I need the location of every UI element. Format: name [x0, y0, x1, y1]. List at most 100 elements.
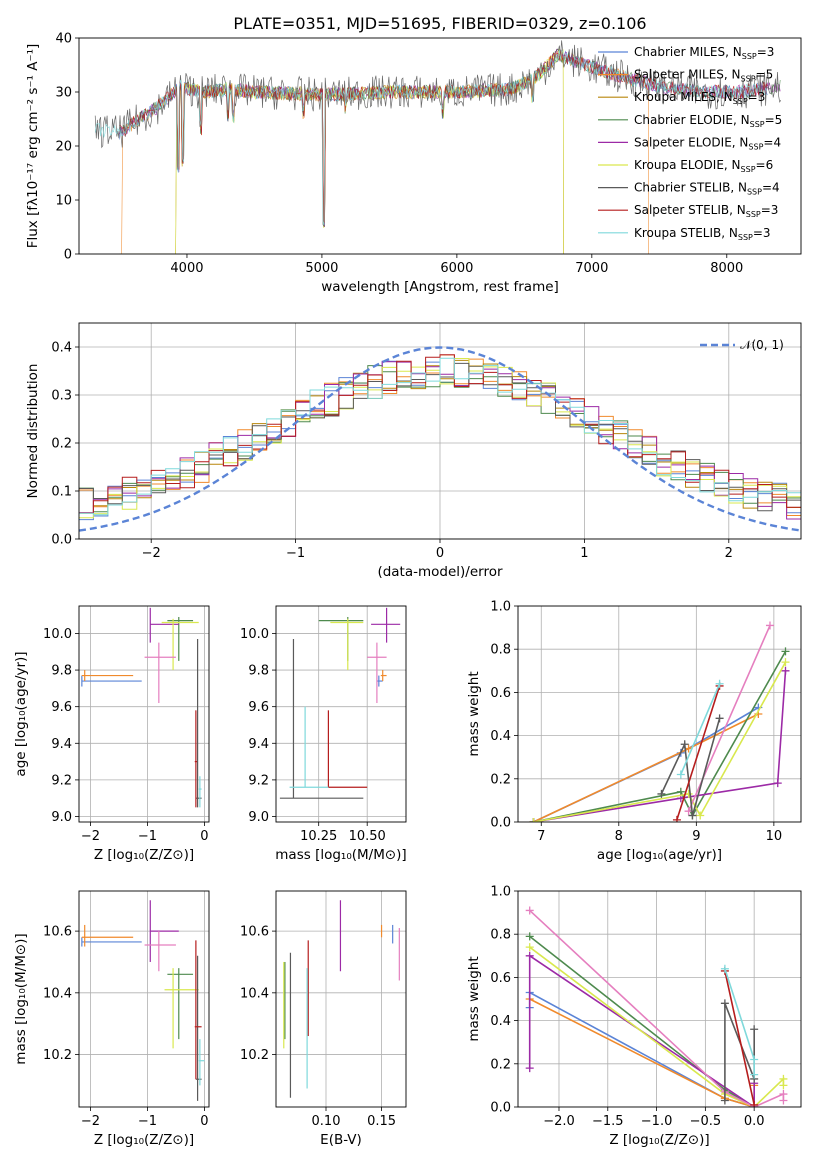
y-tick-label: 10.0	[43, 627, 72, 642]
y-axis-label: mass weight	[466, 671, 482, 756]
weight-point	[680, 740, 689, 749]
y-tick-label: 9.0	[248, 810, 269, 825]
y-tick-label: 0.2	[51, 437, 72, 452]
x-tick-label: 10	[766, 829, 783, 844]
y-tick-label: 0.1	[51, 485, 72, 500]
weight-line	[680, 683, 721, 775]
weight-point	[525, 951, 534, 960]
x-tick-label: −1	[286, 546, 305, 561]
weight-point	[720, 964, 729, 973]
x-tick-label: 10.25	[300, 829, 337, 844]
errorbar-point	[81, 937, 142, 947]
weight-point	[525, 943, 534, 952]
errorbar-point	[318, 616, 364, 661]
y-axis-label-group: age [log₁₀(age/yr)]	[13, 651, 29, 776]
errorbar-point	[81, 924, 134, 947]
weight-line	[660, 718, 721, 816]
x-axis-label: wavelength [Angstrom, rest frame]	[321, 279, 559, 295]
x-axis-label: Z [log₁₀(Z/Z⊙)]	[609, 1132, 709, 1148]
y-tick-label: 9.6	[51, 700, 72, 715]
y-axis-label-group: Normed distribution	[25, 364, 41, 499]
y-tick-label: 10.6	[43, 925, 72, 940]
errorbar-point	[149, 607, 179, 643]
axes-frame	[78, 605, 210, 823]
weight-point	[765, 621, 774, 630]
legend-entry: Salpeter STELIB, NSSP=3	[634, 203, 778, 219]
axes-frame	[275, 605, 407, 823]
ticks: −2 −1 0 9.0 9.2 9.4 9.6 9.8 10.0	[43, 627, 209, 844]
errorbar-point	[164, 968, 199, 1049]
panel-residuals: −2 −1 0 1 2 0.0 0.1 0.2 0.3 0.4 (data-model)/error…	[25, 322, 802, 580]
x-tick-label: −0.5	[690, 1114, 722, 1129]
x-tick-label: 0	[436, 546, 444, 561]
plot-area	[79, 323, 801, 539]
weight-line	[676, 685, 721, 821]
x-tick-label: 4000	[170, 261, 203, 276]
errorbar-point	[198, 776, 202, 808]
y-tick-label: 0.6	[490, 971, 511, 986]
x-tick-label: 0.15	[367, 1114, 396, 1129]
legend-entry: Kroupa ELODIE, NSSP=6	[634, 158, 773, 174]
legend-entry: Salpeter ELODIE, NSSP=4	[634, 135, 781, 151]
weight-line	[724, 970, 755, 1105]
plot-area	[79, 606, 209, 822]
weight-line	[533, 651, 787, 822]
y-tick-label: 10.4	[240, 986, 269, 1001]
legend-entry: Salpeter MILES, NSSP=5	[634, 68, 773, 84]
errorbar-point	[371, 607, 401, 643]
weight-point	[525, 1064, 534, 1073]
weight-line	[533, 661, 787, 822]
x-axis-label: age [log₁₀(age/yr)]	[597, 847, 722, 863]
y-axis-label: Flux [fλ10⁻¹⁷ erg cm⁻² s⁻¹ A⁻¹]	[25, 44, 41, 249]
errorbar-point	[376, 675, 383, 687]
y-tick-label: 0.4	[490, 729, 511, 744]
spectrum-line-kroupa-stelib	[94, 49, 767, 226]
y-tick-label: 10.6	[240, 925, 269, 940]
y-axis-label-group: Flux [fλ10⁻¹⁷ erg cm⁻² s⁻¹ A⁻¹]	[25, 44, 41, 249]
weight-point	[696, 811, 705, 820]
x-tick-label: 7	[537, 829, 545, 844]
weight-point	[773, 779, 782, 788]
axes-frame	[517, 605, 802, 823]
weight-point	[781, 666, 790, 675]
y-tick-label: 10.2	[240, 1048, 269, 1063]
x-axis-label: mass [log₁₀(M/M⊙)]	[275, 847, 406, 863]
y-axis-label: Normed distribution	[25, 364, 41, 499]
errorbar-point	[144, 642, 176, 704]
x-tick-label: 1	[580, 546, 588, 561]
normal-curve	[79, 346, 801, 532]
errorbar-point	[198, 1039, 205, 1086]
y-tick-label: 0.8	[490, 928, 511, 943]
axes-frame	[517, 890, 802, 1108]
x-tick-label: 5000	[305, 261, 338, 276]
plot-area	[276, 606, 406, 822]
panel-mass_vs_Z: −2 −1 0 10.2 10.4 10.6 Z [log₁₀(Z/Z⊙)] mass [lo…	[13, 890, 210, 1148]
plot-area	[94, 40, 782, 254]
weight-point	[688, 811, 697, 820]
x-tick-label: −2	[142, 546, 161, 561]
y-tick-label: 30	[55, 86, 72, 101]
x-tick-label: −2	[81, 829, 100, 844]
y-tick-label: 10.0	[240, 627, 269, 642]
ticks: 10.25 10.50 9.0 9.2 9.4 9.6 9.8 10.0	[240, 627, 386, 844]
x-axis-label: E(B-V)	[320, 1132, 362, 1148]
x-tick-label: −2.0	[543, 1114, 575, 1129]
errorbar-point	[195, 638, 202, 808]
weight-point	[781, 658, 790, 667]
weight-point	[672, 815, 681, 822]
x-tick-label: 0	[200, 1114, 208, 1129]
y-tick-label: 1.0	[490, 885, 511, 900]
y-tick-label: 9.4	[248, 737, 269, 752]
y-tick-label: 0.6	[490, 686, 511, 701]
spectrum-line-kroupa-elodie	[119, 48, 564, 254]
y-tick-label: 0.2	[490, 772, 511, 787]
y-tick-label: 0.4	[490, 1014, 511, 1029]
x-tick-label: 9	[692, 829, 700, 844]
y-tick-label: 10	[55, 194, 72, 209]
x-tick-label: 2	[725, 546, 733, 561]
panel-spectrum: 4000 5000 6000 7000 8000 0 10 20 30 40 wavelength …	[25, 32, 802, 295]
errorbar-point	[167, 968, 194, 1040]
figure-title: PLATE=0351, MJD=51695, FIBERID=0329, z=0…	[233, 14, 646, 33]
ticks: 0.10 0.15 10.2 10.4 10.6	[240, 925, 396, 1129]
errorbar-point	[330, 618, 364, 671]
